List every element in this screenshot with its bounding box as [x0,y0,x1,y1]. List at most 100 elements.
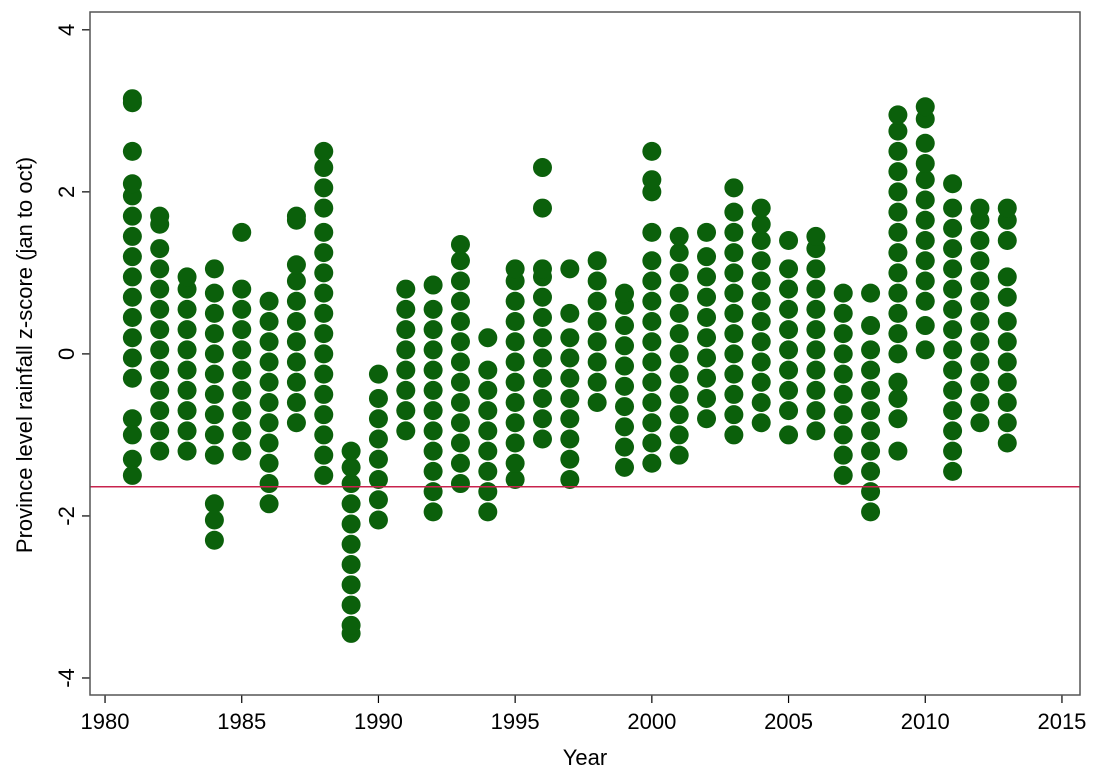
point [232,441,252,461]
point [232,320,252,340]
point [861,360,881,380]
point [450,433,470,453]
point [751,413,771,433]
point [478,328,498,348]
point [478,360,498,380]
point [915,251,935,271]
point [915,170,935,190]
point [779,380,799,400]
point [779,259,799,279]
point [177,267,197,287]
point [615,283,635,303]
point [642,413,662,433]
x-axis-label: Year [563,745,607,770]
point [368,510,388,530]
point [259,291,279,311]
point [204,510,224,530]
point [122,449,142,469]
point [232,401,252,421]
point [724,283,744,303]
point [259,352,279,372]
point [943,340,963,360]
y-axis-label: Province level rainfall z-score (jan to … [12,157,37,553]
point [806,421,826,441]
point [970,230,990,250]
point [833,465,853,485]
point [423,482,443,502]
point [286,352,306,372]
point [970,372,990,392]
point [669,303,689,323]
point [478,441,498,461]
point [314,178,334,198]
point [642,291,662,311]
point [943,360,963,380]
point [450,393,470,413]
x-tick-label: 1985 [217,709,266,734]
point [423,461,443,481]
point [177,360,197,380]
point [970,413,990,433]
point [450,474,470,494]
point [314,364,334,384]
point [915,154,935,174]
point [396,299,416,319]
point [970,291,990,311]
point [423,502,443,522]
point [833,283,853,303]
point [532,348,552,368]
point [697,388,717,408]
point [751,198,771,218]
point [341,575,361,595]
point [833,445,853,465]
point [314,344,334,364]
point [751,372,771,392]
point [915,316,935,336]
point [505,372,525,392]
y-tick-label: 0 [54,348,79,360]
point [587,271,607,291]
point [943,401,963,421]
point [478,461,498,481]
point [560,388,580,408]
point [669,243,689,263]
point [642,311,662,331]
point [915,97,935,117]
point [888,263,908,283]
point [450,453,470,473]
point [122,465,142,485]
point [396,279,416,299]
point [341,595,361,615]
point [560,259,580,279]
point [861,441,881,461]
point [532,259,552,279]
point [724,202,744,222]
point [615,417,635,437]
point [615,437,635,457]
point [833,364,853,384]
point [970,311,990,331]
point [669,226,689,246]
point [915,190,935,210]
point [122,174,142,194]
point [888,409,908,429]
point [177,320,197,340]
point [150,320,170,340]
point [314,465,334,485]
point [368,449,388,469]
point [751,214,771,234]
point [642,332,662,352]
point [642,141,662,161]
point [505,332,525,352]
point [232,279,252,299]
point [587,352,607,372]
y-tick-label: 4 [54,24,79,36]
point [259,332,279,352]
point [587,251,607,271]
point [505,413,525,433]
point [286,291,306,311]
point [970,332,990,352]
point [286,311,306,331]
point [642,271,662,291]
point [396,340,416,360]
